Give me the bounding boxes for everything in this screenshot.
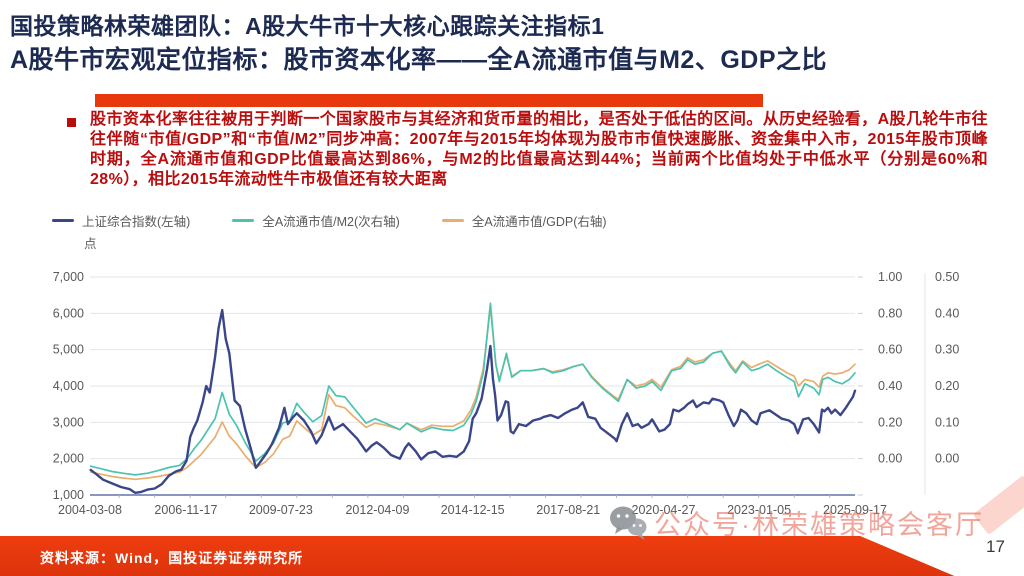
right-axis-gdp-tick-label: 0.60 bbox=[878, 343, 902, 357]
wechat-icon bbox=[610, 506, 647, 540]
left-axis-tick-label: 6,000 bbox=[53, 306, 84, 320]
left-axis-tick-label: 2,000 bbox=[53, 452, 84, 466]
source-bar bbox=[0, 536, 955, 576]
x-axis-tick-label: 2023-01-05 bbox=[727, 503, 791, 517]
series-line-m2 bbox=[89, 302, 856, 476]
legend-item: 上证综合指数(左轴) bbox=[52, 211, 190, 230]
x-axis-tick-label: 2012-04-09 bbox=[345, 503, 409, 517]
right-axis-gdp-tick-label: 0.00 bbox=[878, 452, 902, 466]
left-axis-tick-label: 4,000 bbox=[53, 379, 84, 393]
x-axis-tick-label: 2014-12-15 bbox=[441, 503, 505, 517]
slide-title-line2: A股牛市宏观定位指标：股市资本化率——全A流通市值与M2、GDP之比 bbox=[10, 46, 828, 74]
page-number: 17 bbox=[986, 537, 1005, 556]
legend-line-marker bbox=[52, 219, 74, 222]
bullet-square-icon bbox=[67, 118, 76, 127]
legend-line-marker bbox=[441, 219, 464, 222]
watermark-text: 公众号·林荣雄策略会客厅 bbox=[654, 510, 984, 540]
chart-canvas: 7,000 1.00 0.50 6,000 0.80 0.40 5,000 0.60 0.30 4… bbox=[53, 270, 960, 517]
x-axis-tick-label: 2020-04-27 bbox=[632, 503, 696, 517]
left-axis-tick-label: 1,000 bbox=[53, 488, 84, 502]
legend-label: 全A流通市值/GDP(右轴) bbox=[471, 215, 607, 229]
slide-title: 国投策略林荣雄团队：A股大牛市十大核心跟踪关注指标1 A股牛市宏观定位指标：股市… bbox=[10, 10, 827, 78]
x-axis-tick-label: 2017-08-21 bbox=[536, 503, 600, 517]
x-axis-tick-label: 2004-03-08 bbox=[58, 503, 122, 517]
axis-unit-label: 点 bbox=[84, 237, 97, 251]
x-axis-tick-label: 2009-07-23 bbox=[249, 503, 313, 517]
right-axis-m2-tick-label: 0.40 bbox=[935, 306, 959, 320]
left-axis-tick-label: 3,000 bbox=[53, 415, 84, 429]
left-axis-tick-label: 5,000 bbox=[53, 343, 84, 357]
legend-item: 全A流通市值/GDP(右轴) bbox=[441, 211, 607, 230]
left-axis-tick-label: 7,000 bbox=[53, 270, 84, 284]
legend-label: 上证综合指数(左轴) bbox=[82, 215, 191, 229]
legend-label: 全A流通市值/M2(次右轴) bbox=[262, 215, 400, 229]
chart-legend: 上证综合指数(左轴) 全A流通市值/M2(次右轴) 全A流通市值/GDP(右轴) bbox=[52, 211, 607, 230]
right-axis-m2-tick-label: 0.30 bbox=[935, 343, 959, 357]
red-divider-bar bbox=[95, 94, 763, 107]
right-axis-gdp-tick-label: 0.20 bbox=[878, 415, 902, 429]
right-axis-m2-tick-label: 0.10 bbox=[935, 415, 959, 429]
slide-title-line1: 国投策略林荣雄团队：A股大牛市十大核心跟踪关注指标1 bbox=[10, 13, 605, 39]
series-line-left bbox=[89, 308, 857, 495]
right-axis-m2-tick-label: 0.20 bbox=[935, 379, 959, 393]
x-axis-tick-label: 2006-11-17 bbox=[154, 503, 217, 517]
wechat-watermark: 公众号·林荣雄策略会客厅 bbox=[608, 503, 984, 542]
source-text: 资料来源：Wind，国投证券证券研究所 bbox=[40, 550, 304, 566]
legend-item: 全A流通市值/M2(次右轴) bbox=[232, 211, 400, 230]
key-point-paragraph: 股市资本化率往往被用于判断一个国家股市与其经济和货币量的相比，是否处于低估的区间… bbox=[90, 111, 988, 188]
right-axis-m2-tick-label: 0.00 bbox=[935, 452, 959, 466]
legend-line-marker bbox=[232, 219, 255, 222]
right-axis-m2-tick-label: 0.50 bbox=[935, 270, 959, 284]
right-axis-gdp-tick-label: 0.80 bbox=[878, 306, 902, 320]
capitalization-ratio-chart: 7,000 1.00 0.50 6,000 0.80 0.40 5,000 0.60 0.30 4… bbox=[40, 250, 1000, 530]
right-axis-gdp-tick-label: 0.40 bbox=[878, 379, 902, 393]
x-axis-tick-label: 2025-09-17 bbox=[823, 503, 887, 517]
right-axis-gdp-tick-label: 1.00 bbox=[878, 270, 902, 284]
